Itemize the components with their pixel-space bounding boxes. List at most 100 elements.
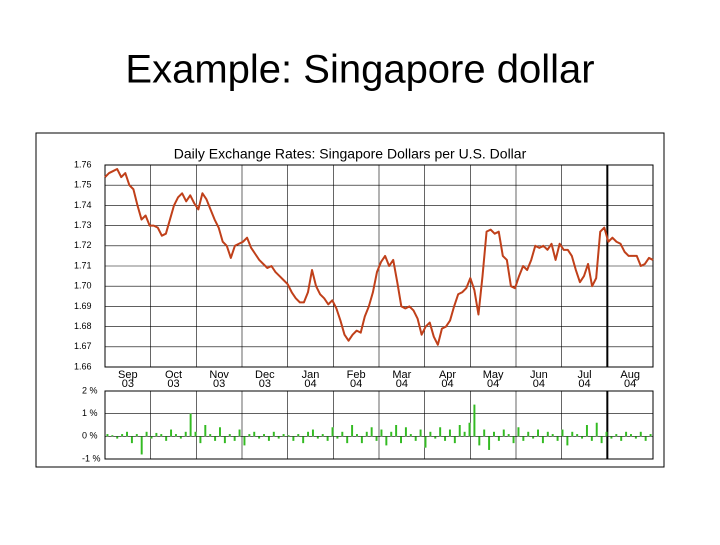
change-bar xyxy=(184,431,187,437)
change-bar xyxy=(532,436,535,439)
change-bar xyxy=(365,431,368,437)
change-bar xyxy=(537,429,539,437)
change-bar xyxy=(155,432,158,437)
change-bar xyxy=(111,435,114,437)
change-bar xyxy=(512,436,515,444)
change-bar xyxy=(605,431,608,437)
x-tick-year: 04 xyxy=(578,378,590,390)
change-bar xyxy=(233,436,236,441)
change-bar xyxy=(424,436,427,448)
x-tick-year: 03 xyxy=(167,378,179,390)
change-bar xyxy=(404,427,407,437)
slide-title: Example: Singapore dollar xyxy=(125,48,594,92)
chart-title: Daily Exchange Rates: Singapore Dollars … xyxy=(174,146,527,162)
change-bar xyxy=(356,434,358,437)
x-tick-year: 03 xyxy=(213,378,225,390)
chart-frame xyxy=(35,132,665,468)
change-bar xyxy=(615,434,618,437)
change-bar xyxy=(145,431,148,437)
change-bar xyxy=(502,429,505,437)
change-bar xyxy=(375,436,378,441)
y-tick-label: 1.66 xyxy=(74,361,92,371)
y-tick-label: -1 % xyxy=(82,453,101,463)
x-tick-month: Jun xyxy=(530,369,548,381)
y-tick-label: 1.69 xyxy=(74,301,92,311)
y-tick-label: 1.72 xyxy=(74,240,92,250)
change-bar xyxy=(546,431,549,437)
x-tick-year: 04 xyxy=(533,378,545,390)
x-tick-year: 04 xyxy=(441,378,453,390)
change-bar xyxy=(243,436,246,446)
y-tick-label: 1.73 xyxy=(74,220,92,230)
x-tick-month: Apr xyxy=(439,369,456,381)
change-bar xyxy=(272,431,275,437)
change-bar xyxy=(610,436,613,439)
change-bar xyxy=(219,427,221,437)
change-bar xyxy=(199,436,202,444)
y-tick-label: 1.75 xyxy=(74,180,92,190)
change-bar xyxy=(419,429,422,437)
change-bar xyxy=(150,436,153,439)
x-tick-month: Mar xyxy=(392,369,411,381)
change-bar xyxy=(395,425,398,437)
y-tick-label: 2 % xyxy=(82,385,98,395)
change-bar xyxy=(644,436,647,441)
change-bar xyxy=(600,436,603,444)
change-bar xyxy=(321,434,324,437)
change-bar xyxy=(116,436,119,439)
exchange-rate-line xyxy=(104,168,654,346)
change-bar xyxy=(463,431,466,437)
x-tick-year: 04 xyxy=(304,378,316,390)
change-bar xyxy=(130,436,133,444)
change-bar xyxy=(551,434,554,437)
change-bar xyxy=(429,431,432,437)
change-bar xyxy=(209,434,212,437)
change-bar xyxy=(121,434,124,437)
change-bar xyxy=(581,436,584,439)
change-bar xyxy=(639,431,642,437)
change-bar xyxy=(311,429,314,437)
change-bar xyxy=(287,435,290,437)
change-bar xyxy=(297,434,300,437)
change-bar xyxy=(267,436,270,441)
x-tick-year: 03 xyxy=(259,378,271,390)
change-bar xyxy=(630,434,632,437)
change-bar xyxy=(483,429,486,437)
change-bar xyxy=(277,436,280,439)
change-bar xyxy=(326,436,329,441)
change-bar xyxy=(360,436,363,444)
change-bar xyxy=(590,436,593,441)
change-bar xyxy=(448,429,451,437)
x-tick-month: Aug xyxy=(620,369,640,381)
change-bar xyxy=(214,436,217,441)
change-bar xyxy=(517,427,520,437)
change-bar xyxy=(380,429,383,437)
change-bar xyxy=(522,436,525,441)
y-tick-label: 1 % xyxy=(82,408,98,418)
change-bar xyxy=(302,436,305,444)
x-tick-month: Jan xyxy=(302,369,320,381)
change-bar xyxy=(620,436,623,441)
change-bar xyxy=(434,436,437,439)
change-bar xyxy=(248,434,251,437)
change-bar xyxy=(527,431,530,437)
change-bar xyxy=(458,425,461,437)
change-bar xyxy=(385,436,388,446)
change-bar xyxy=(571,431,574,437)
change-bar xyxy=(282,434,285,437)
change-bar xyxy=(497,436,500,441)
change-bar xyxy=(179,436,182,439)
change-bar xyxy=(439,427,442,437)
change-bar xyxy=(390,431,393,437)
y-tick-label: 1.70 xyxy=(74,281,92,291)
change-bar xyxy=(414,436,417,441)
change-bar xyxy=(473,404,476,437)
change-bar xyxy=(468,422,471,437)
change-bar xyxy=(576,434,579,437)
y-tick-label: 1.74 xyxy=(74,200,92,210)
change-bar xyxy=(223,436,226,444)
x-tick-month: Oct xyxy=(165,369,182,381)
change-bar xyxy=(336,436,339,439)
